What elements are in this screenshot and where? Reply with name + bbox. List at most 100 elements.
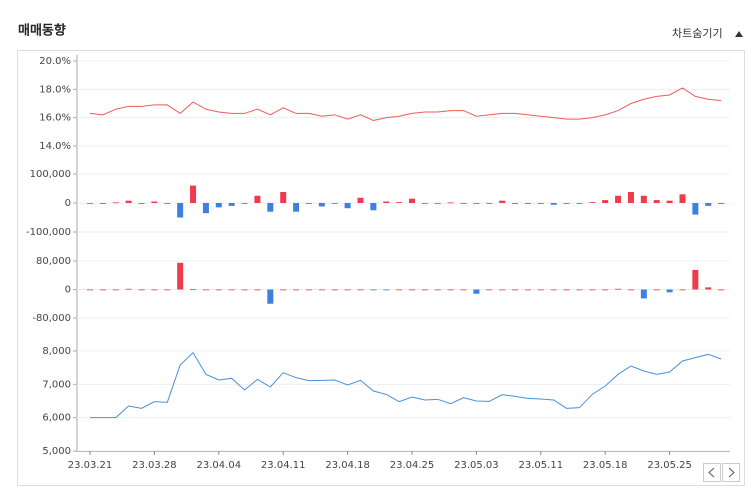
- bar: [112, 289, 119, 291]
- bar: [512, 203, 519, 204]
- bar: [254, 289, 261, 291]
- bar: [460, 203, 467, 204]
- y-tick-label: 16.0%: [39, 113, 71, 124]
- x-tick-label: 23.04.11: [261, 460, 306, 471]
- bar: [653, 289, 660, 291]
- bar: [331, 203, 338, 204]
- bar: [627, 289, 634, 291]
- bar: [177, 262, 184, 290]
- bar: [434, 203, 441, 204]
- bar: [473, 289, 480, 294]
- bar: [228, 203, 235, 206]
- x-tick-label: 23.05.11: [519, 460, 564, 471]
- bar: [576, 289, 583, 291]
- y-tick-label: 7,000: [42, 379, 71, 390]
- bar: [383, 201, 390, 203]
- bar: [164, 289, 171, 291]
- x-tick-label: 23.05.18: [583, 460, 628, 471]
- bar: [280, 191, 287, 203]
- x-tick-label: 23.04.18: [325, 460, 370, 471]
- next-icon[interactable]: [728, 467, 735, 478]
- bar: [267, 203, 274, 212]
- bar: [241, 203, 248, 204]
- line-series: [90, 351, 722, 419]
- bar: [666, 289, 673, 293]
- hide-chart-toggle[interactable]: 차트숨기기: [672, 27, 723, 40]
- bar: [344, 289, 351, 291]
- bar: [87, 203, 93, 204]
- next-button[interactable]: [722, 463, 740, 482]
- bar: [293, 289, 300, 291]
- bar: [563, 203, 570, 204]
- y-tick-label: -100,000: [26, 227, 71, 238]
- bar: [653, 200, 660, 203]
- bar: [705, 203, 712, 206]
- bar: [87, 289, 93, 291]
- bar: [576, 203, 583, 204]
- y-tick-label: 14.0%: [39, 141, 71, 152]
- bar: [357, 197, 364, 203]
- bar: [151, 289, 158, 291]
- y-tick-label: 80,000: [36, 256, 71, 267]
- bar: [524, 203, 531, 204]
- bar: [280, 289, 287, 291]
- bar: [602, 289, 609, 291]
- bar: [331, 289, 338, 291]
- x-tick-label: 23.04.04: [197, 460, 242, 471]
- bar: [164, 203, 171, 204]
- bar: [344, 203, 351, 209]
- bar: [370, 289, 377, 291]
- bar: [512, 289, 519, 291]
- bar: [550, 289, 557, 291]
- bar: [447, 202, 454, 204]
- bar: [305, 289, 312, 291]
- bar: [563, 289, 570, 291]
- bar: [305, 203, 312, 204]
- bar: [396, 289, 403, 291]
- y-tick-label: 5,000: [42, 446, 71, 457]
- bar: [460, 289, 467, 291]
- bar: [99, 203, 106, 204]
- bar: [293, 203, 300, 212]
- bar: [241, 289, 248, 291]
- bar: [679, 289, 686, 291]
- y-tick-label: 0: [65, 285, 71, 296]
- bar: [486, 203, 493, 204]
- y-tick-label: -80,000: [32, 313, 71, 324]
- prev-icon[interactable]: [708, 467, 715, 478]
- bar: [447, 289, 454, 291]
- prev-button[interactable]: [703, 463, 721, 482]
- bar: [190, 289, 197, 290]
- bar: [640, 289, 647, 299]
- bar: [99, 289, 106, 291]
- bar: [537, 203, 544, 204]
- bar: [486, 289, 493, 291]
- bar: [112, 202, 119, 204]
- bar: [318, 203, 325, 207]
- bar: [396, 202, 403, 203]
- y-tick-label: 0: [65, 198, 71, 209]
- bar: [524, 289, 531, 291]
- bar: [215, 203, 222, 208]
- bar: [254, 195, 261, 203]
- bar: [550, 203, 557, 205]
- bar: [589, 289, 596, 291]
- bar: [421, 289, 428, 291]
- bar: [177, 203, 184, 218]
- bar: [640, 195, 647, 203]
- bar: [138, 289, 145, 291]
- x-tick-label: 23.05.03: [454, 460, 499, 471]
- bar: [202, 203, 209, 214]
- toggle-arrow[interactable]: [735, 31, 743, 37]
- bar: [718, 203, 725, 204]
- bar: [370, 203, 377, 211]
- x-tick-label: 23.05.25: [647, 460, 692, 471]
- bar: [718, 289, 725, 291]
- bar: [202, 289, 209, 291]
- bar: [125, 200, 132, 203]
- bar: [615, 288, 622, 290]
- chart-frame: [17, 50, 745, 486]
- bar: [692, 203, 699, 215]
- bar: [589, 202, 596, 203]
- bar: [267, 289, 274, 304]
